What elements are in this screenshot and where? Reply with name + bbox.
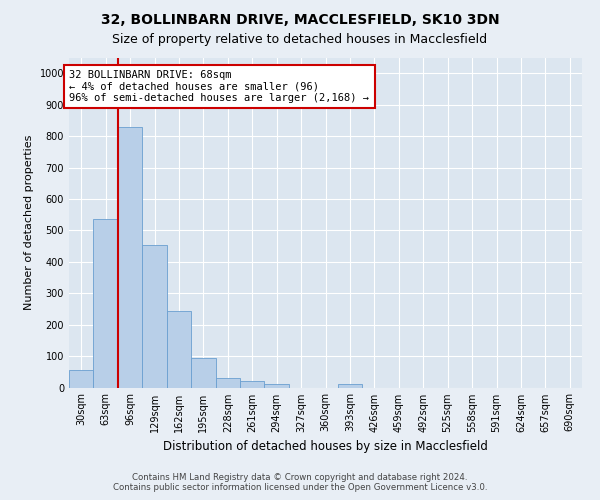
Text: 32 BOLLINBARN DRIVE: 68sqm
← 4% of detached houses are smaller (96)
96% of semi-: 32 BOLLINBARN DRIVE: 68sqm ← 4% of detac… [70,70,370,103]
Bar [69,370,94,388]
Bar [142,244,167,388]
Bar [265,384,289,388]
Bar [191,358,215,388]
Bar [215,378,240,388]
Text: 32, BOLLINBARN DRIVE, MACCLESFIELD, SK10 3DN: 32, BOLLINBARN DRIVE, MACCLESFIELD, SK10… [101,12,499,26]
Y-axis label: Number of detached properties: Number of detached properties [24,135,34,310]
Bar [118,126,142,388]
Bar [338,384,362,388]
Text: Size of property relative to detached houses in Macclesfield: Size of property relative to detached ho… [112,32,488,46]
Bar [240,381,265,388]
Text: Contains HM Land Registry data © Crown copyright and database right 2024.
Contai: Contains HM Land Registry data © Crown c… [113,473,487,492]
Bar [94,220,118,388]
Bar [167,310,191,388]
X-axis label: Distribution of detached houses by size in Macclesfield: Distribution of detached houses by size … [163,440,488,453]
